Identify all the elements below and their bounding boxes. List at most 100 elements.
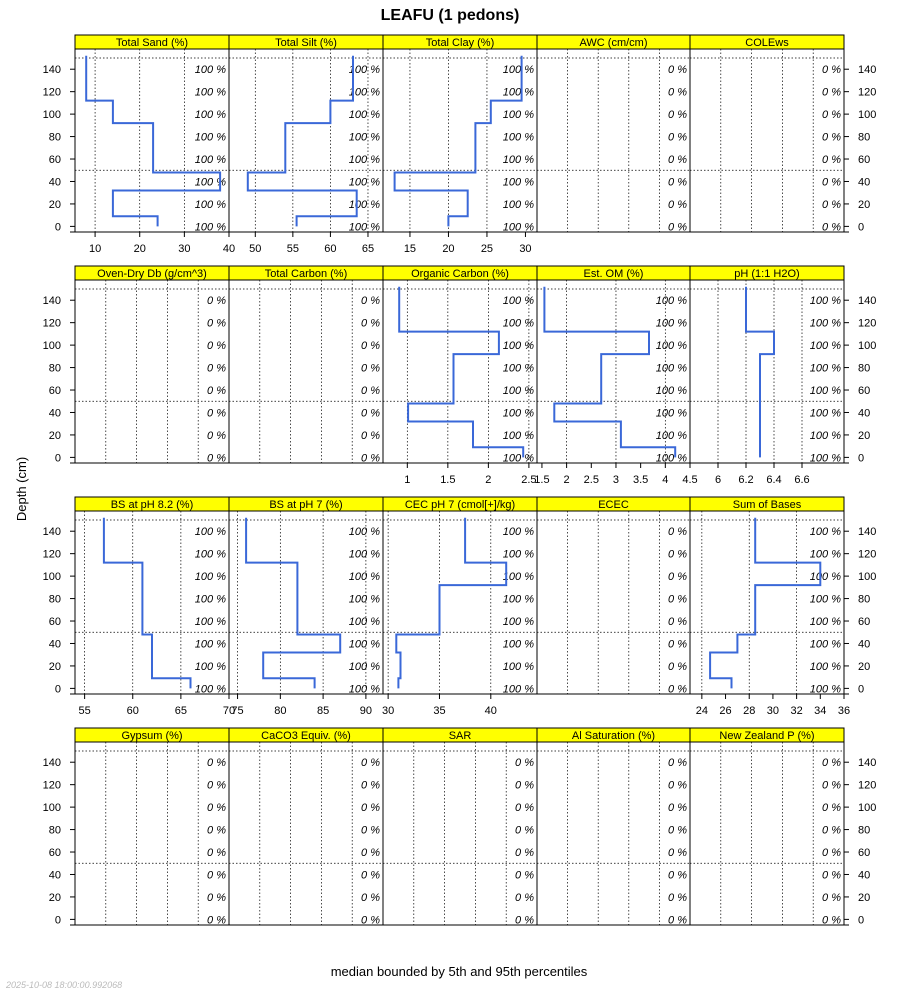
y-tick-label: 100 [43,571,61,583]
percent-label: 0 % [361,318,380,330]
percent-label: 100 % [503,385,534,397]
percent-label: 0 % [361,295,380,307]
panel-title: ECEC [598,499,629,511]
percent-label: 0 % [207,892,226,904]
percent-label: 100 % [349,526,380,538]
x-tick-label: 30 [178,243,190,255]
y-tick-label: 0 [55,452,61,464]
x-tick-label: 3 [613,474,619,486]
y-tick-label: 100 [858,571,876,583]
percent-label: 100 % [503,616,534,628]
percent-label: 100 % [349,199,380,211]
percent-label: 0 % [822,109,841,121]
percent-label: 100 % [810,452,841,464]
percent-label: 100 % [195,199,226,211]
y-tick-label: 20 [49,199,61,211]
y-tick-label: 80 [858,825,870,837]
panel: Gypsum (%) 0 % 0 % 0 % 0 % 0 % 0 % 0 % 0 % 0 20 40 6… [43,727,230,926]
x-tick-label: 55 [79,705,91,717]
percent-label: 100 % [195,571,226,583]
panel: BS at pH 7 (%) 100 % 100 % 100 % 100 % 100 % 1… [228,496,384,717]
percent-label: 0 % [361,757,380,769]
panel-title: Total Clay (%) [426,37,494,49]
percent-label: 100 % [349,64,380,76]
x-tick-label: 70 [223,705,235,717]
percent-label: 0 % [822,914,841,926]
percent-label: 0 % [822,869,841,881]
y-tick-label: 100 [858,802,876,814]
x-tick-label: 25 [481,243,493,255]
y-tick-label: 0 [55,683,61,695]
panel-border [228,279,384,464]
x-axis-label: median bounded by 5th and 95th percentil… [331,964,588,979]
panel: Organic Carbon (%) 100 % 100 % 100 % 100 % 10… [382,265,538,486]
percent-label: 100 % [195,132,226,144]
y-tick-label: 80 [858,363,870,375]
percent-label: 100 % [503,594,534,606]
percent-label: 100 % [503,318,534,330]
percent-label: 100 % [503,64,534,76]
percent-label: 100 % [503,430,534,442]
percent-label: 0 % [207,757,226,769]
panel: Total Carbon (%) 0 % 0 % 0 % 0 % 0 % 0 % 0 % 0 % [228,265,384,464]
y-tick-label: 60 [49,385,61,397]
panel-title: SAR [449,730,472,742]
percent-label: 100 % [810,407,841,419]
percent-label: 100 % [349,638,380,650]
percent-label: 0 % [207,407,226,419]
x-tick-label: 28 [743,705,755,717]
percent-label: 0 % [668,109,687,121]
percent-label: 100 % [503,340,534,352]
profile-line [398,286,525,458]
percent-label: 100 % [810,571,841,583]
x-tick-label: 50 [249,243,261,255]
x-tick-label: 4 [662,474,668,486]
y-tick-label: 0 [858,683,864,695]
profile-line [543,286,677,458]
profile-line [102,517,192,689]
percent-label: 100 % [656,318,687,330]
percent-label: 0 % [361,407,380,419]
panel: Total Clay (%) 100 % 100 % 100 % 100 % 100 % 1… [382,34,538,255]
panel-title: CaCO3 Equiv. (%) [261,730,351,742]
panel: ECEC 0 % 0 % 0 % 0 % 0 % 0 % 0 % 0 % [536,496,691,695]
percent-label: 100 % [503,87,534,99]
percent-label: 100 % [810,340,841,352]
percent-label: 100 % [195,683,226,695]
percent-label: 0 % [668,526,687,538]
y-tick-label: 60 [49,154,61,166]
y-tick-label: 100 [43,340,61,352]
x-tick-label: 2 [485,474,491,486]
percent-label: 0 % [668,594,687,606]
percent-label: 0 % [668,638,687,650]
panel-title: Total Silt (%) [275,37,337,49]
percent-label: 100 % [195,64,226,76]
percent-label: 100 % [349,571,380,583]
panel: Al Saturation (%) 0 % 0 % 0 % 0 % 0 % 0 % 0 % 0 … [536,727,691,926]
percent-label: 100 % [503,549,534,561]
y-tick-label: 60 [858,847,870,859]
y-tick-label: 120 [43,780,61,792]
timestamp-label: 2025-10-08 18:00:00.992068 [5,980,122,990]
percent-label: 100 % [810,661,841,673]
percent-label: 100 % [810,549,841,561]
percent-label: 0 % [668,757,687,769]
profile-line [85,55,222,227]
panel-border [228,741,384,926]
percent-label: 0 % [668,847,687,859]
y-tick-label: 120 [858,87,876,99]
y-tick-label: 80 [49,132,61,144]
percent-label: 100 % [349,176,380,188]
panel-title: Sum of Bases [733,499,802,511]
x-tick-label: 6.2 [738,474,753,486]
y-tick-label: 140 [43,64,61,76]
y-tick-label: 140 [43,295,61,307]
y-tick-label: 140 [858,295,876,307]
panel-title: New Zealand P (%) [719,730,814,742]
panel: Total Sand (%) 100 % 100 % 100 % 100 % 100 % 1… [43,34,235,255]
percent-label: 0 % [822,132,841,144]
panel-grid: Total Sand (%)100 %100 %100 %100 %100 %1… [43,34,876,926]
y-tick-label: 20 [49,892,61,904]
percent-label: 0 % [668,132,687,144]
y-tick-label: 20 [858,199,870,211]
